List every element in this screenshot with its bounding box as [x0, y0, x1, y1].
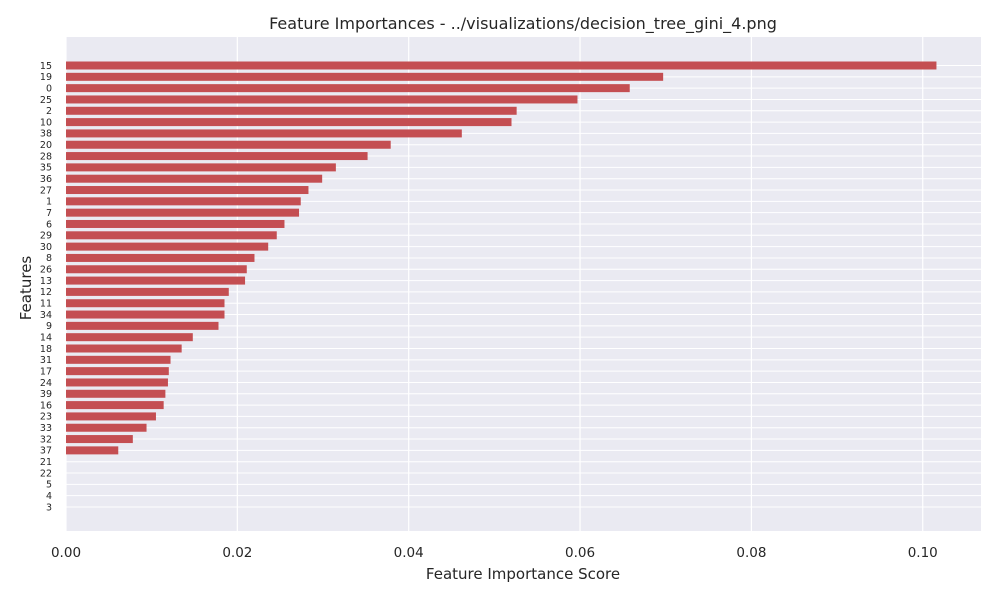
bar-feature-6: [66, 219, 285, 228]
y-tick-label: 31: [40, 355, 52, 366]
bar-feature-10: [66, 118, 512, 127]
y-tick-label: 2: [46, 106, 52, 117]
y-tick-label: 35: [40, 163, 52, 174]
y-tick-label: 22: [40, 468, 52, 479]
bar-feature-31: [66, 355, 171, 364]
bar-feature-24: [66, 378, 168, 387]
chart-title: Feature Importances - ../visualizations/…: [269, 14, 777, 34]
y-tick-label: 18: [40, 344, 52, 355]
y-tick-labels: 1519025210382028353627176293082613121134…: [40, 61, 52, 513]
y-tick-label: 34: [40, 310, 52, 321]
y-tick-label: 6: [46, 219, 52, 230]
x-axis-label: Feature Importance Score: [426, 565, 620, 583]
x-tick-label: 0.02: [222, 545, 252, 561]
y-tick-label: 0: [46, 83, 52, 94]
bar-feature-29: [66, 231, 277, 240]
bar-feature-38: [66, 129, 462, 138]
x-tick-label: 0.10: [908, 545, 938, 561]
y-tick-label: 1: [46, 197, 52, 208]
y-tick-label: 24: [40, 378, 52, 389]
bar-feature-30: [66, 242, 269, 251]
y-tick-label: 29: [40, 231, 52, 242]
bar-feature-17: [66, 367, 169, 376]
y-tick-label: 26: [40, 265, 52, 276]
bar-feature-25: [66, 95, 578, 104]
x-tick-labels: 0.00 0.02 0.04 0.06 0.08 0.10: [51, 545, 938, 561]
bar-feature-18: [66, 344, 182, 353]
bar-feature-15: [66, 61, 937, 70]
bar-feature-34: [66, 310, 225, 319]
y-tick-label: 37: [40, 446, 52, 457]
y-tick-label: 7: [46, 208, 52, 219]
bar-feature-32: [66, 435, 133, 444]
bar-feature-14: [66, 333, 193, 342]
bar-feature-37: [66, 446, 119, 455]
y-tick-label: 39: [40, 389, 52, 400]
bar-feature-16: [66, 401, 164, 410]
y-tick-label: 15: [40, 61, 52, 72]
y-tick-label: 33: [40, 423, 52, 434]
y-tick-label: 14: [40, 332, 52, 343]
bars: [66, 61, 937, 455]
bar-feature-0: [66, 84, 630, 93]
y-tick-label: 10: [40, 117, 52, 128]
bar-feature-39: [66, 389, 166, 398]
y-tick-label: 21: [40, 457, 52, 468]
bar-feature-20: [66, 140, 391, 149]
y-tick-label: 32: [40, 434, 52, 445]
bar-feature-23: [66, 412, 156, 421]
y-tick-label: 17: [40, 366, 52, 377]
y-tick-label: 16: [40, 400, 52, 411]
y-tick-label: 12: [40, 287, 52, 298]
y-tick-label: 19: [40, 72, 52, 83]
bar-feature-1: [66, 197, 301, 206]
bar-feature-11: [66, 299, 225, 308]
y-tick-label: 27: [40, 185, 52, 196]
y-tick-label: 23: [40, 412, 52, 423]
y-tick-label: 3: [46, 502, 52, 513]
y-axis-label: Features: [17, 256, 35, 321]
bar-feature-7: [66, 208, 300, 217]
bar-feature-35: [66, 163, 336, 172]
bar-feature-27: [66, 186, 309, 195]
y-tick-label: 5: [46, 480, 52, 491]
y-tick-label: 36: [40, 174, 52, 185]
bar-feature-13: [66, 276, 246, 285]
x-tick-label: 0.00: [51, 545, 81, 561]
bar-feature-28: [66, 152, 368, 161]
x-tick-label: 0.04: [394, 545, 424, 561]
bar-feature-19: [66, 72, 664, 81]
y-tick-label: 4: [46, 491, 52, 502]
bar-feature-2: [66, 106, 517, 115]
bar-feature-36: [66, 174, 323, 183]
y-tick-label: 9: [46, 321, 52, 332]
bar-feature-12: [66, 287, 229, 296]
y-tick-label: 30: [40, 242, 52, 253]
y-tick-label: 11: [40, 299, 52, 310]
bar-feature-33: [66, 423, 147, 432]
y-tick-label: 8: [46, 253, 52, 264]
y-tick-label: 13: [40, 276, 52, 287]
y-tick-label: 38: [40, 129, 52, 140]
bar-feature-9: [66, 321, 219, 330]
bar-feature-8: [66, 253, 255, 262]
y-tick-label: 25: [40, 95, 52, 106]
y-tick-label: 28: [40, 151, 52, 162]
x-tick-label: 0.08: [736, 545, 766, 561]
x-tick-label: 0.06: [565, 545, 595, 561]
bar-feature-26: [66, 265, 247, 274]
y-tick-label: 20: [40, 140, 52, 151]
